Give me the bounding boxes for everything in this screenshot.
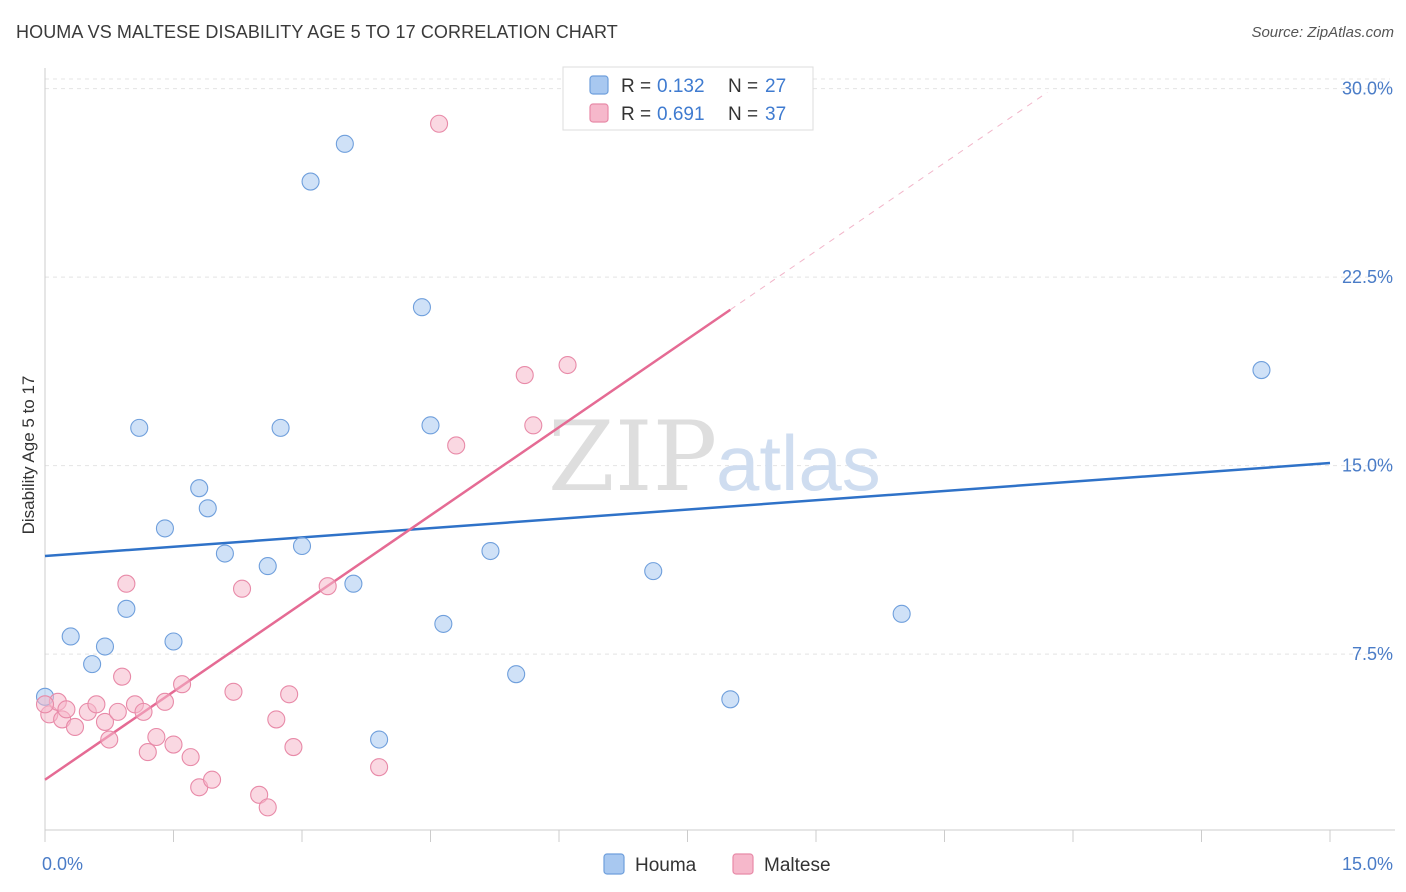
point-maltese-36: [35, 695, 55, 714]
point-houma-16: [344, 574, 363, 593]
point-maltese-26: [267, 710, 286, 729]
point-maltese-32: [447, 436, 466, 455]
point-maltese-10: [113, 667, 132, 686]
legend-n-label-houma: N =: [728, 76, 758, 97]
y-tick-label-3: 30.0%: [1342, 79, 1393, 99]
point-houma-1: [61, 627, 80, 646]
legend-swatch-houma: [589, 75, 609, 95]
point-houma-25: [892, 604, 911, 623]
legend-series-swatch-houma: [603, 853, 625, 875]
y-tick-label-2: 22.5%: [1342, 267, 1393, 287]
watermark-zip: ZIP: [548, 401, 717, 513]
legend-r-value-houma: 0.132: [657, 76, 705, 97]
point-maltese-31: [430, 114, 449, 133]
watermark: ZIP atlas: [548, 401, 881, 513]
point-maltese-28: [284, 738, 303, 757]
grid-lines: [45, 78, 1390, 655]
point-houma-21: [481, 541, 500, 561]
legend-r-label-maltese: R =: [621, 104, 651, 125]
x-tick-labels: 0.0% 15.0%: [42, 854, 1393, 874]
point-houma-26: [1252, 361, 1271, 380]
point-maltese-19: [181, 748, 200, 767]
point-maltese-17: [164, 735, 183, 754]
legend-series-label-houma: Houma: [635, 855, 697, 876]
legend-series-label-maltese: Maltese: [764, 855, 831, 876]
legend-series-swatch-maltese: [732, 853, 754, 875]
y-tick-label-1: 15.0%: [1342, 456, 1393, 476]
point-maltese-16: [155, 692, 174, 711]
legend-n-value-maltese: 37: [765, 104, 786, 125]
point-houma-14: [335, 134, 354, 153]
point-maltese-6: [87, 695, 106, 714]
point-houma-3: [95, 637, 115, 656]
x-tick-label-0: 0.0%: [42, 854, 83, 874]
legend-r-value-maltese: 0.691: [657, 104, 705, 125]
point-maltese-27: [280, 685, 299, 704]
point-maltese-15: [147, 727, 166, 747]
legend-n-value-houma: 27: [765, 76, 786, 97]
legend-stats: R = 0.132 N = 27 R = 0.691 N = 37: [562, 66, 814, 131]
trend-extension-maltese: [730, 91, 1048, 311]
point-houma-18: [412, 298, 431, 317]
legend-r-label-houma: R =: [621, 76, 651, 97]
watermark-atlas: atlas: [716, 419, 881, 507]
point-houma-5: [130, 418, 149, 437]
point-houma-10: [215, 544, 234, 563]
legend-n-label-maltese: N =: [728, 104, 758, 125]
point-houma-17: [370, 730, 389, 749]
point-houma-2: [83, 655, 102, 674]
point-maltese-13: [134, 702, 153, 721]
point-maltese-4: [65, 717, 85, 737]
point-maltese-33: [515, 366, 534, 385]
point-maltese-22: [224, 682, 243, 701]
point-houma-7: [164, 632, 183, 651]
point-maltese-21: [203, 770, 222, 789]
point-maltese-8: [100, 730, 119, 749]
point-houma-6: [155, 519, 174, 538]
y-tick-label-0: 7.5%: [1352, 644, 1393, 664]
legend-series: Houma Maltese: [603, 853, 831, 876]
x-tick-label-1: 15.0%: [1342, 854, 1393, 874]
point-maltese-29: [318, 577, 337, 596]
point-houma-11: [258, 557, 277, 576]
point-maltese-3: [57, 700, 76, 719]
point-maltese-18: [173, 675, 192, 694]
source-label: Source: ZipAtlas.com: [1251, 24, 1394, 41]
point-maltese-7: [95, 712, 115, 731]
point-houma-13: [301, 172, 320, 191]
legend-swatch-maltese: [589, 103, 609, 123]
point-maltese-11: [117, 574, 136, 593]
point-houma-12: [271, 418, 290, 437]
point-maltese-34: [524, 416, 543, 435]
chart-title: HOUMA VS MALTESE DISABILITY AGE 5 TO 17 …: [16, 22, 618, 42]
point-houma-24: [721, 690, 740, 709]
point-maltese-25: [258, 798, 277, 817]
point-maltese-9: [108, 702, 127, 721]
y-axis-label: Disability Age 5 to 17: [19, 376, 38, 535]
y-tick-labels: 7.5% 15.0% 22.5% 30.0%: [1342, 79, 1393, 664]
trend-line-houma: [44, 461, 1331, 558]
point-houma-22: [507, 665, 526, 684]
point-houma-8: [190, 479, 209, 498]
point-houma-20: [434, 614, 453, 633]
point-houma-19: [421, 416, 440, 435]
point-maltese-30: [370, 758, 389, 777]
point-maltese-23: [232, 579, 252, 598]
point-maltese-14: [138, 743, 157, 762]
data-points: [35, 114, 1271, 817]
point-houma-9: [198, 499, 217, 518]
point-houma-4: [117, 599, 136, 618]
point-houma-15: [292, 536, 312, 556]
point-maltese-24: [250, 785, 269, 804]
point-houma-23: [644, 562, 663, 581]
point-maltese-35: [558, 355, 577, 375]
